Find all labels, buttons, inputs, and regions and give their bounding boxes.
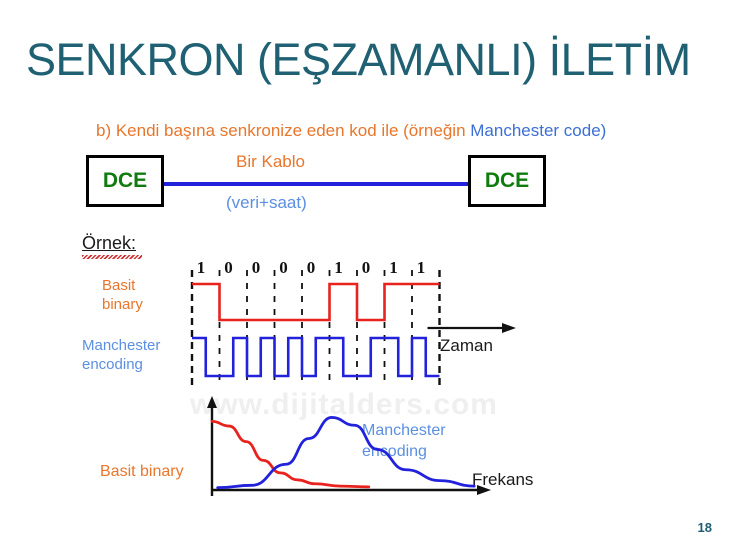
waveform-label-manchester-line2: encoding bbox=[82, 356, 143, 373]
bit-label: 0 bbox=[361, 258, 371, 277]
waveform-label-basit-binary-line2: binary bbox=[102, 296, 143, 313]
spectrum-legend-manchester-line1: Manchester bbox=[362, 422, 446, 439]
frequency-axis-label: Frekans bbox=[472, 470, 534, 489]
time-axis-arrowhead bbox=[502, 323, 516, 333]
manchester-waveform-path bbox=[192, 336, 440, 378]
spectrum-legend-manchester-line2: encoding bbox=[362, 443, 427, 460]
cable-label-top: Bir Kablo bbox=[236, 152, 305, 171]
bit-label: 1 bbox=[389, 258, 398, 277]
bit-label: 1 bbox=[416, 258, 426, 277]
example-heading: Örnek: bbox=[82, 233, 137, 253]
bit-label: 1 bbox=[334, 258, 343, 277]
bit-label: 0 bbox=[279, 258, 288, 277]
subtitle: b) Kendi başına senkronize eden kod ile … bbox=[96, 120, 606, 142]
spectrum-legend-manchester: Manchester encoding bbox=[362, 420, 446, 462]
waveform-label-basit-binary-line1: Basit bbox=[102, 277, 136, 294]
dce-box-right-label: DCE bbox=[484, 169, 530, 192]
waveform-label-manchester-line1: Manchester bbox=[82, 337, 161, 354]
dce-link-diagram: DCE DCE Bir Kablo (veri+saat) bbox=[86, 152, 546, 215]
bit-label: 0 bbox=[306, 258, 316, 277]
time-axis-label: Zaman bbox=[440, 336, 493, 355]
subtitle-orange-text: b) Kendi başına senkronize eden kod ile … bbox=[96, 121, 471, 140]
waveform-label-manchester: Manchester encoding bbox=[82, 336, 160, 374]
nrz-waveform-path bbox=[192, 282, 440, 322]
spectrum-x-axis-arrowhead bbox=[477, 485, 491, 495]
spectrum-curve bbox=[216, 416, 476, 490]
cable-line bbox=[164, 182, 468, 186]
dce-box-right: DCE bbox=[468, 155, 546, 207]
page-title: SENKRON (EŞZAMANLI) İLETİM bbox=[26, 34, 691, 85]
cable-label-bottom: (veri+saat) bbox=[226, 193, 307, 212]
waveform-label-basit-binary: Basit binary bbox=[102, 276, 143, 314]
dce-box-left: DCE bbox=[86, 155, 164, 207]
spectrum-legend-basit-binary: Basit binary bbox=[100, 463, 184, 480]
spellcheck-squiggle-underline bbox=[82, 255, 142, 259]
bit-label: 1 bbox=[196, 258, 206, 277]
page-number: 18 bbox=[697, 520, 712, 535]
spectrum-chart: Basit binary Manchester encoding Frekans bbox=[82, 396, 642, 513]
spectrum-svg bbox=[207, 396, 491, 496]
bit-label: 0 bbox=[224, 258, 233, 277]
spectrum-curve bbox=[210, 419, 371, 489]
spectrum-y-axis-arrowhead bbox=[207, 396, 217, 408]
subtitle-blue-text: Manchester code) bbox=[470, 121, 607, 140]
bit-label: 0 bbox=[251, 258, 261, 277]
dce-box-left-label: DCE bbox=[102, 169, 148, 192]
waveform-svg bbox=[190, 270, 516, 386]
